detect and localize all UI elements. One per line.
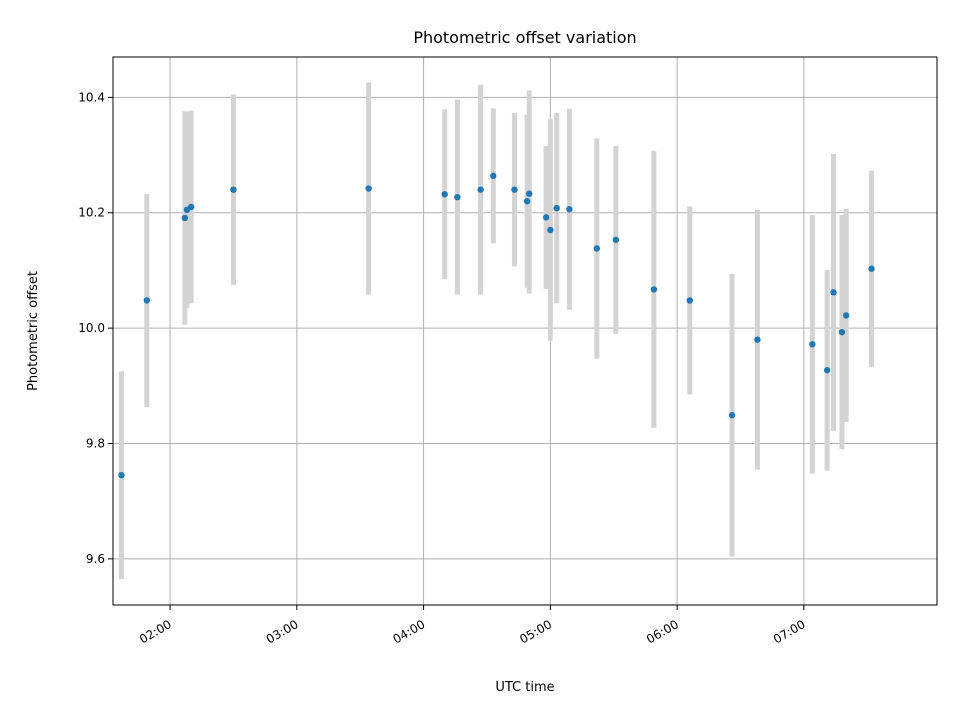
data-point (511, 186, 518, 193)
data-point (542, 214, 550, 221)
data-point (842, 312, 850, 319)
data-point (526, 190, 533, 197)
data-point (650, 286, 658, 293)
data-point (523, 198, 531, 205)
data-point (553, 204, 560, 212)
chart-title: Photometric offset variation (413, 28, 636, 47)
data-point (477, 186, 484, 193)
data-point (441, 191, 448, 198)
data-point (838, 328, 846, 336)
data-point (830, 289, 837, 296)
data-point (686, 297, 693, 304)
y-tick-label: 9.8 (86, 436, 105, 450)
y-tick-label: 10.2 (78, 206, 105, 220)
data-point (143, 297, 151, 304)
data-point (187, 203, 195, 211)
data-point (823, 367, 831, 374)
data-point (612, 236, 620, 244)
data-point (868, 265, 875, 272)
data-point (547, 226, 554, 234)
data-point (118, 472, 125, 479)
data-points (118, 172, 875, 479)
data-point (809, 341, 816, 348)
y-tick-label: 10.0 (78, 321, 105, 335)
y-tick-label: 10.4 (78, 90, 105, 104)
data-point (181, 214, 189, 222)
data-point (230, 186, 237, 193)
data-point (566, 206, 573, 213)
plot-frame (112, 56, 938, 606)
data-point (754, 336, 761, 343)
y-axis-label: Photometric offset (26, 271, 41, 391)
data-point (728, 412, 736, 419)
data-point (490, 172, 497, 180)
data-point (454, 193, 461, 201)
x-axis-label: UTC time (495, 680, 554, 695)
data-point (365, 185, 372, 192)
y-axis-ticks: 9.6 9.8 10.0 10.2 10.4 (78, 90, 113, 566)
y-tick-label: 9.6 (86, 552, 105, 566)
data-point (593, 245, 601, 252)
